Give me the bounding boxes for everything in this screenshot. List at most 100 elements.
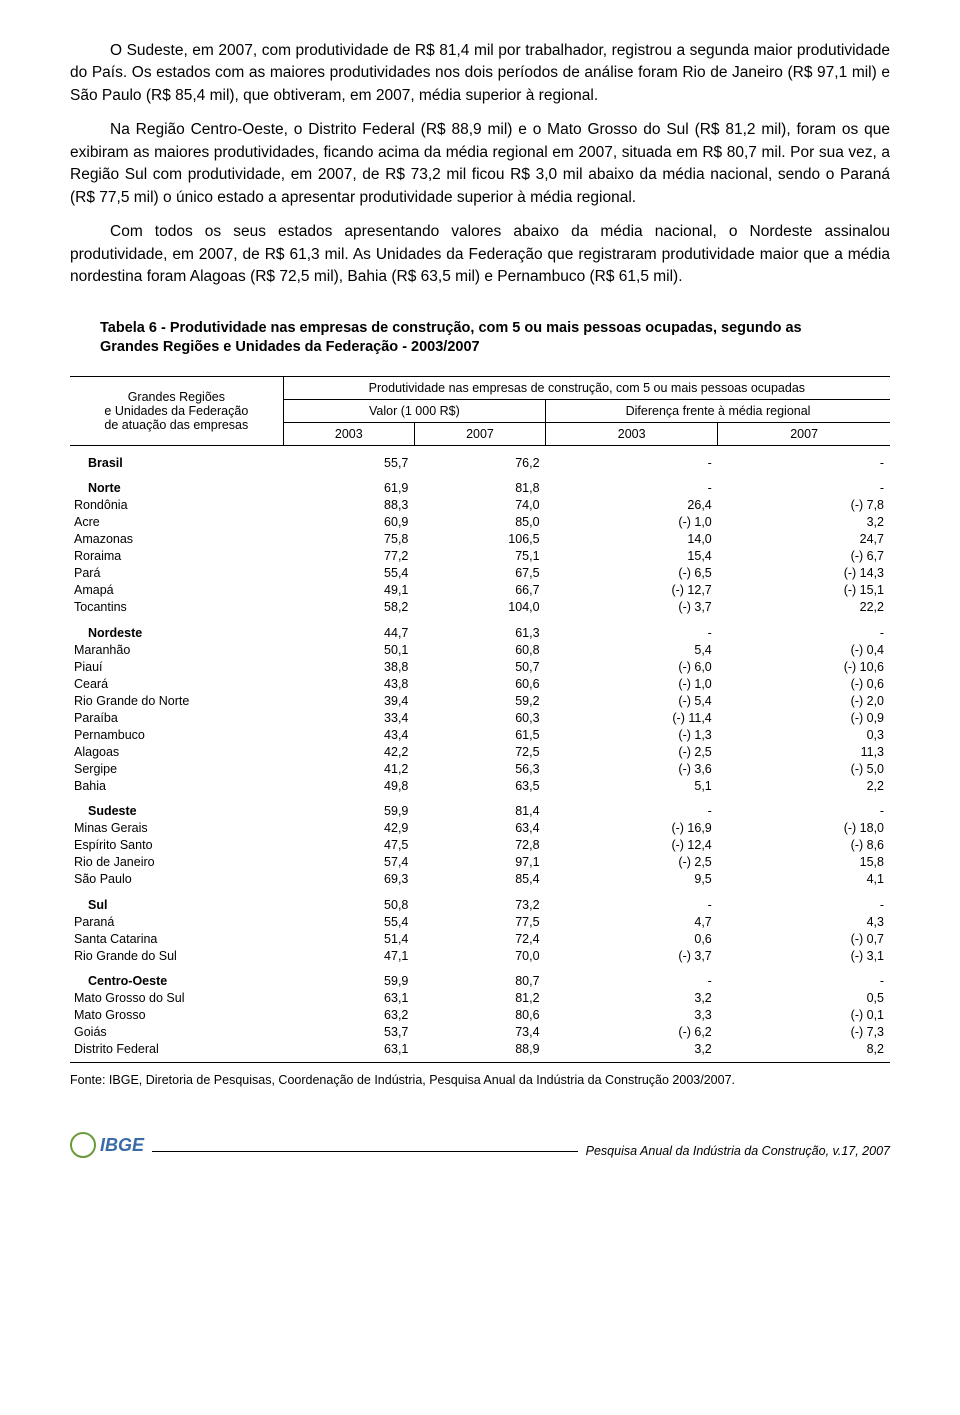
- cell-valor-2007: 56,3: [414, 760, 545, 777]
- cell-valor-2003: 38,8: [283, 658, 414, 675]
- cell-valor-2007: 61,5: [414, 726, 545, 743]
- table-row: Ceará43,860,6(-) 1,0(-) 0,6: [70, 675, 890, 692]
- row-label: Alagoas: [70, 743, 283, 760]
- cell-dif-2007: (-) 7,8: [718, 497, 890, 514]
- row-label: Centro-Oeste: [70, 964, 283, 990]
- table-title: Tabela 6 - Produtividade nas empresas de…: [100, 319, 860, 358]
- cell-valor-2003: 42,2: [283, 743, 414, 760]
- cell-valor-2007: 50,7: [414, 658, 545, 675]
- th-valor-2007: 2007: [414, 422, 545, 445]
- row-label: Sergipe: [70, 760, 283, 777]
- cell-dif-2003: -: [546, 964, 718, 990]
- cell-valor-2003: 60,9: [283, 514, 414, 531]
- cell-dif-2003: -: [546, 445, 718, 471]
- row-label: Rio Grande do Sul: [70, 947, 283, 964]
- row-label: Minas Gerais: [70, 820, 283, 837]
- table-row: Rio Grande do Sul47,170,0(-) 3,7(-) 3,1: [70, 947, 890, 964]
- cell-dif-2007: (-) 0,4: [718, 641, 890, 658]
- cell-dif-2007: (-) 3,1: [718, 947, 890, 964]
- cell-dif-2007: 2,2: [718, 777, 890, 794]
- cell-valor-2007: 67,5: [414, 565, 545, 582]
- cell-dif-2003: (-) 1,0: [546, 514, 718, 531]
- cell-dif-2007: (-) 0,9: [718, 709, 890, 726]
- paragraph-2: Na Região Centro-Oeste, o Distrito Feder…: [70, 119, 890, 209]
- globe-icon: [70, 1132, 96, 1158]
- th-dif-2003: 2003: [546, 422, 718, 445]
- row-label: Rio Grande do Norte: [70, 692, 283, 709]
- ibge-logo: IBGE: [70, 1132, 144, 1158]
- cell-dif-2003: 26,4: [546, 497, 718, 514]
- cell-dif-2007: -: [718, 471, 890, 497]
- cell-dif-2007: (-) 8,6: [718, 837, 890, 854]
- table-row: Minas Gerais42,963,4(-) 16,9(-) 18,0: [70, 820, 890, 837]
- cell-dif-2003: 9,5: [546, 871, 718, 888]
- cell-valor-2003: 61,9: [283, 471, 414, 497]
- cell-valor-2003: 69,3: [283, 871, 414, 888]
- row-label: Acre: [70, 514, 283, 531]
- cell-dif-2003: 0,6: [546, 930, 718, 947]
- th-span-top: Produtividade nas empresas de construção…: [283, 376, 890, 399]
- table-row: Acre60,985,0(-) 1,03,2: [70, 514, 890, 531]
- cell-valor-2003: 57,4: [283, 854, 414, 871]
- cell-valor-2007: 60,8: [414, 641, 545, 658]
- cell-valor-2003: 58,2: [283, 599, 414, 616]
- table-row: Norte61,981,8--: [70, 471, 890, 497]
- cell-valor-2003: 41,2: [283, 760, 414, 777]
- cell-dif-2007: 22,2: [718, 599, 890, 616]
- cell-dif-2003: (-) 3,7: [546, 599, 718, 616]
- row-label: Brasil: [70, 445, 283, 471]
- table-row: Espírito Santo47,572,8(-) 12,4(-) 8,6: [70, 837, 890, 854]
- cell-valor-2003: 33,4: [283, 709, 414, 726]
- cell-valor-2003: 55,4: [283, 913, 414, 930]
- row-label: Piauí: [70, 658, 283, 675]
- cell-valor-2007: 81,8: [414, 471, 545, 497]
- cell-valor-2007: 60,3: [414, 709, 545, 726]
- table-body: Brasil55,776,2--Norte61,981,8--Rondônia8…: [70, 445, 890, 1063]
- cell-dif-2003: -: [546, 888, 718, 914]
- cell-valor-2007: 104,0: [414, 599, 545, 616]
- cell-dif-2007: 11,3: [718, 743, 890, 760]
- cell-dif-2003: 4,7: [546, 913, 718, 930]
- body-text: O Sudeste, em 2007, com produtividade de…: [70, 40, 890, 289]
- cell-dif-2003: (-) 11,4: [546, 709, 718, 726]
- cell-valor-2007: 80,6: [414, 1007, 545, 1024]
- cell-dif-2007: (-) 10,6: [718, 658, 890, 675]
- cell-valor-2007: 97,1: [414, 854, 545, 871]
- page-footer: IBGE Pesquisa Anual da Indústria da Cons…: [70, 1132, 890, 1158]
- table-row: Pará55,467,5(-) 6,5(-) 14,3: [70, 565, 890, 582]
- cell-dif-2007: 3,2: [718, 514, 890, 531]
- cell-dif-2003: (-) 3,6: [546, 760, 718, 777]
- table-row: Nordeste44,761,3--: [70, 616, 890, 642]
- cell-dif-2007: 0,5: [718, 990, 890, 1007]
- cell-valor-2007: 75,1: [414, 548, 545, 565]
- cell-valor-2003: 47,1: [283, 947, 414, 964]
- cell-dif-2003: 15,4: [546, 548, 718, 565]
- cell-valor-2007: 61,3: [414, 616, 545, 642]
- row-label: Pernambuco: [70, 726, 283, 743]
- row-label: Rondônia: [70, 497, 283, 514]
- row-label: Ceará: [70, 675, 283, 692]
- cell-valor-2007: 72,4: [414, 930, 545, 947]
- row-label: Paraíba: [70, 709, 283, 726]
- row-label: Amazonas: [70, 531, 283, 548]
- row-label: Bahia: [70, 777, 283, 794]
- cell-valor-2007: 66,7: [414, 582, 545, 599]
- cell-valor-2003: 49,8: [283, 777, 414, 794]
- cell-dif-2007: (-) 14,3: [718, 565, 890, 582]
- cell-valor-2003: 59,9: [283, 964, 414, 990]
- cell-dif-2003: (-) 16,9: [546, 820, 718, 837]
- row-label: Norte: [70, 471, 283, 497]
- cell-dif-2003: (-) 3,7: [546, 947, 718, 964]
- cell-valor-2007: 85,4: [414, 871, 545, 888]
- table-row: Amapá49,166,7(-) 12,7(-) 15,1: [70, 582, 890, 599]
- table-row: São Paulo69,385,49,54,1: [70, 871, 890, 888]
- cell-dif-2007: 0,3: [718, 726, 890, 743]
- cell-dif-2007: 15,8: [718, 854, 890, 871]
- cell-dif-2003: (-) 12,7: [546, 582, 718, 599]
- cell-valor-2003: 49,1: [283, 582, 414, 599]
- cell-dif-2003: (-) 12,4: [546, 837, 718, 854]
- cell-valor-2007: 63,5: [414, 777, 545, 794]
- cell-dif-2003: 14,0: [546, 531, 718, 548]
- cell-dif-2003: -: [546, 794, 718, 820]
- table-row: Mato Grosso do Sul63,181,23,20,5: [70, 990, 890, 1007]
